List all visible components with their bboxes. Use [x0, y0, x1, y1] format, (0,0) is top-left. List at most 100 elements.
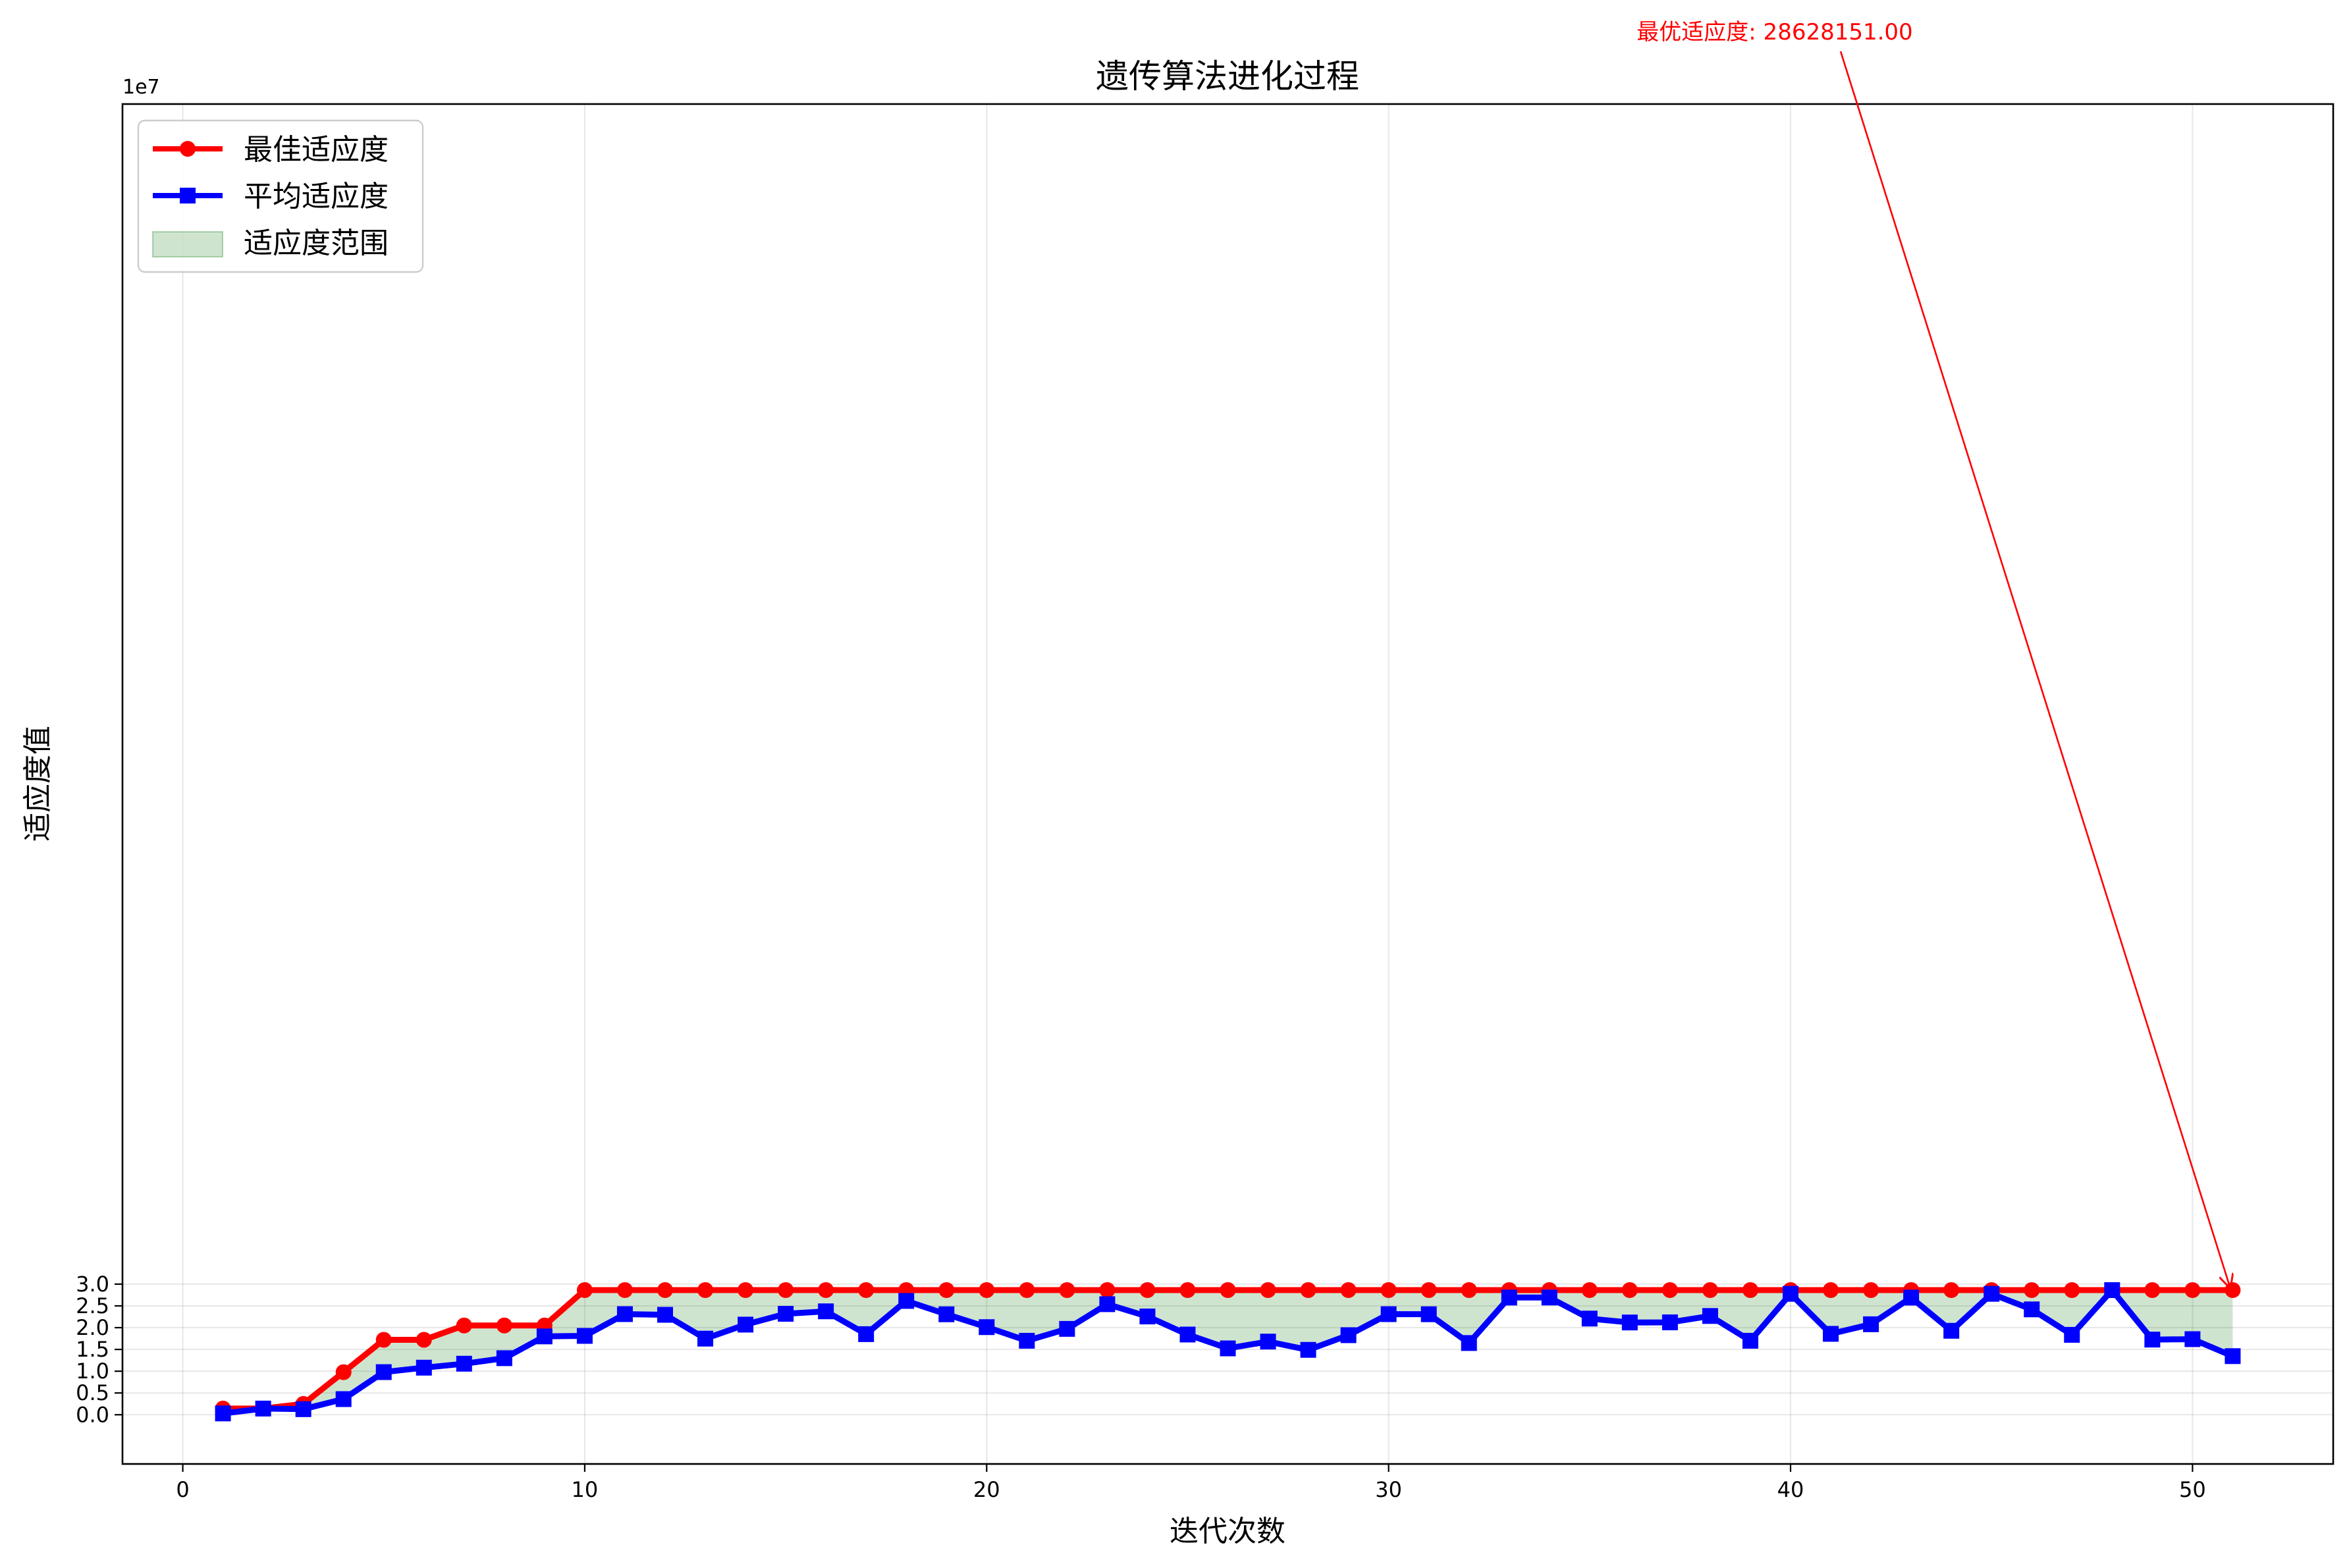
best-fitness-point — [697, 1282, 714, 1298]
average-fitness-point — [1461, 1335, 1477, 1351]
best-fitness-point — [1581, 1282, 1598, 1298]
average-fitness-point — [1380, 1306, 1397, 1322]
y-tick-label: 0.0 — [76, 1402, 109, 1427]
best-fitness-point — [657, 1282, 673, 1298]
average-fitness-point — [456, 1355, 472, 1372]
best-fitness-point — [2225, 1282, 2241, 1298]
average-fitness-point — [858, 1326, 875, 1342]
best-fitness-point — [938, 1282, 955, 1298]
average-fitness-point — [2225, 1348, 2241, 1365]
average-fitness-point — [979, 1319, 995, 1336]
best-fitness-point — [1823, 1282, 1839, 1298]
best-fitness-point — [778, 1282, 794, 1298]
average-fitness-point — [898, 1293, 915, 1309]
best-fitness-point — [1943, 1282, 1960, 1298]
y-tick-label: 0.5 — [76, 1380, 109, 1405]
average-fitness-point — [416, 1359, 432, 1376]
x-tick-label: 10 — [572, 1477, 599, 1502]
average-fitness-point — [1984, 1285, 2000, 1302]
average-fitness-point — [778, 1306, 794, 1322]
average-fitness-point — [576, 1328, 593, 1344]
x-axis-label: 迭代次数 — [1170, 1515, 1285, 1548]
best-fitness-point — [858, 1282, 875, 1298]
average-fitness-point — [1541, 1289, 1557, 1306]
y-tick-label: 2.5 — [76, 1293, 109, 1318]
y-axis-label: 适应度值 — [21, 726, 55, 842]
best-fitness-point — [1300, 1282, 1316, 1298]
legend-box — [137, 119, 424, 273]
best-fitness-point — [1742, 1282, 1758, 1298]
legend: 最佳适应度 平均适应度 适应度范围 — [137, 119, 424, 273]
average-fitness-point — [1340, 1327, 1357, 1343]
plot-frame — [121, 103, 2335, 1465]
average-fitness-point — [1139, 1309, 1156, 1325]
best-fitness-point — [818, 1282, 834, 1298]
x-tick-label: 0 — [176, 1477, 189, 1502]
best-fitness-point — [2024, 1282, 2040, 1298]
average-fitness-point — [1823, 1326, 1839, 1342]
average-fitness-point — [536, 1328, 553, 1345]
average-fitness-point — [1420, 1306, 1437, 1322]
best-fitness-point — [416, 1332, 432, 1348]
y-tick-label: 2.0 — [76, 1315, 109, 1340]
best-fitness-annotation: 最优适应度: 28628151.00 — [1636, 19, 2230, 1287]
x-tick-label: 40 — [1777, 1477, 1804, 1502]
average-fitness-point — [697, 1330, 714, 1347]
average-fitness-point — [295, 1401, 311, 1417]
average-fitness-point — [818, 1303, 834, 1320]
best-fitness-point — [1139, 1282, 1156, 1298]
average-fitness-point — [496, 1350, 512, 1366]
y-tick-label: 3.0 — [76, 1272, 109, 1297]
best-fitness-point — [456, 1317, 472, 1334]
average-fitness-point — [938, 1306, 955, 1322]
average-fitness-point — [1742, 1332, 1758, 1349]
best-fitness-point — [1863, 1282, 1879, 1298]
average-fitness-point — [2104, 1282, 2120, 1299]
average-fitness-point — [1019, 1332, 1035, 1349]
chart-title: 遗传算法进化过程 — [1096, 57, 1359, 95]
best-fitness-point — [2144, 1282, 2161, 1298]
average-fitness-point — [1260, 1334, 1276, 1350]
legend-best-marker — [180, 141, 196, 157]
average-fitness-point — [657, 1307, 673, 1323]
best-fitness-point — [335, 1364, 352, 1380]
average-fitness-point — [1300, 1341, 1316, 1358]
best-fitness-point — [1220, 1282, 1236, 1298]
legend-average-marker — [180, 188, 196, 203]
x-axis-ticks: 0 10 20 30 40 50 — [176, 1464, 2206, 1502]
y-axis-ticks: 0.00.51.01.52.02.53.0 — [76, 1272, 122, 1427]
best-fitness-point — [1019, 1282, 1035, 1298]
annotation-arrow — [1839, 51, 2230, 1287]
best-fitness-point — [738, 1282, 754, 1298]
legend-range-label: 适应度范围 — [244, 227, 389, 260]
average-fitness-point — [215, 1405, 231, 1422]
average-fitness-point — [1863, 1316, 1879, 1332]
best-fitness-point — [2064, 1282, 2080, 1298]
x-tick-label: 20 — [973, 1477, 1000, 1502]
average-fitness-point — [1661, 1314, 1678, 1330]
grid-lines — [122, 104, 2333, 1464]
y-offset-text: 1e7 — [122, 76, 160, 99]
legend-range-swatch — [152, 231, 223, 257]
average-fitness-point — [616, 1306, 633, 1322]
y-tick-label: 1.0 — [76, 1359, 109, 1384]
legend-average-label: 平均适应度 — [244, 180, 389, 213]
best-fitness-point — [1260, 1282, 1276, 1298]
best-fitness-point — [616, 1282, 633, 1298]
average-fitness-point — [1621, 1314, 1638, 1331]
y-tick-label: 1.5 — [76, 1337, 109, 1362]
average-fitness-point — [1581, 1311, 1598, 1327]
average-fitness-point — [2144, 1332, 2161, 1348]
average-fitness-point — [738, 1316, 754, 1333]
average-fitness-point — [1702, 1308, 1718, 1324]
best-fitness-point — [1420, 1282, 1437, 1298]
best-fitness-point — [1059, 1282, 1075, 1298]
series-markers — [215, 1282, 2241, 1422]
best-fitness-point — [496, 1317, 512, 1334]
average-fitness-point — [2184, 1331, 2201, 1347]
fitness-range-area — [223, 1290, 2233, 1414]
average-fitness-point — [1099, 1296, 1116, 1312]
average-fitness-point — [255, 1400, 271, 1417]
